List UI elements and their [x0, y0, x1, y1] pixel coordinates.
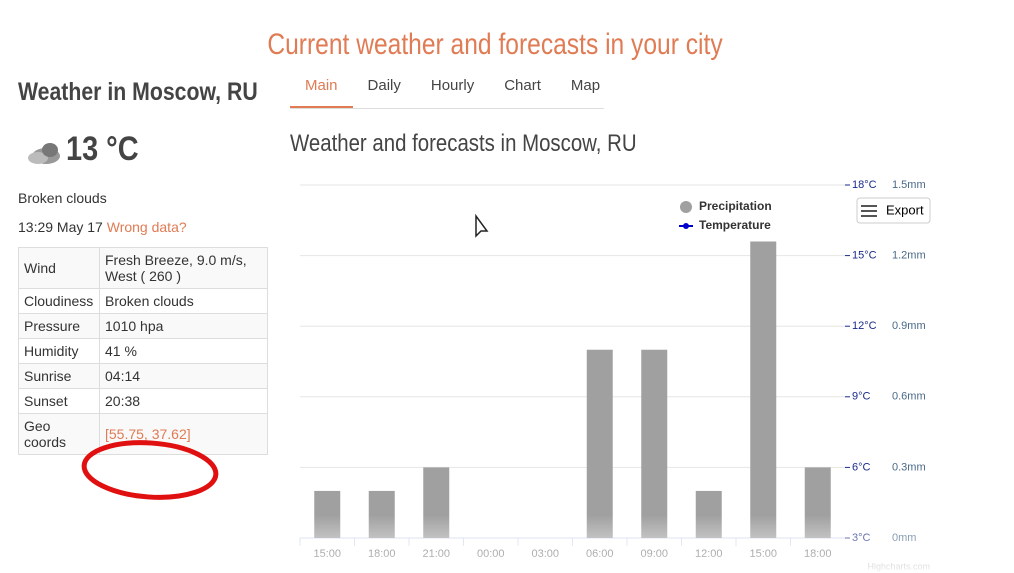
- tab[interactable]: Chart: [504, 77, 541, 94]
- x-tick-label: 09:00: [640, 548, 668, 560]
- credits: Highcharts.com: [867, 561, 930, 571]
- y2-tick-label: 6°C: [852, 461, 871, 473]
- wrong-data-link[interactable]: Wrong data?: [106, 219, 187, 235]
- tab[interactable]: Main: [290, 70, 353, 108]
- table-row: Sunrise 04:14: [18, 363, 268, 389]
- time: 13:29 May 17 Wrong data?: [18, 219, 187, 235]
- tab[interactable]: Map: [570, 77, 601, 94]
- legend-label[interactable]: Temperature: [699, 218, 771, 232]
- x-tick-label: 21:00: [422, 548, 450, 560]
- x-tick-label: 12:00: [695, 548, 723, 560]
- cursor: [475, 213, 489, 238]
- legend-label[interactable]: Precipitation: [699, 199, 772, 213]
- row-value: 20:38: [99, 388, 268, 414]
- row-value: 04:14: [99, 363, 268, 389]
- bar: [368, 490, 395, 538]
- legend-dot: [680, 201, 692, 213]
- export-label[interactable]: Export: [886, 202, 924, 217]
- red-circle: [81, 440, 219, 500]
- bar: [314, 490, 341, 538]
- x-tick-label: 15:00: [749, 548, 777, 560]
- x-tick-label: 03:00: [531, 548, 559, 560]
- row-value: 1010 hpa: [99, 313, 268, 339]
- table-row: Cloudiness Broken clouds: [18, 288, 268, 314]
- bar: [695, 490, 722, 538]
- city-title: Weather in Moscow, RU: [18, 78, 258, 106]
- y-tick-label: 0.6mm: [892, 391, 926, 403]
- row-value: Fresh Breeze, 9.0 m/s, West ( 260 ): [99, 247, 268, 289]
- tab[interactable]: Hourly: [430, 77, 475, 94]
- row-value: Broken clouds: [99, 288, 268, 314]
- x-tick-label: 00:00: [477, 548, 505, 560]
- y-tick-label: 0.9mm: [892, 320, 926, 332]
- y2-tick-label: 15°C: [852, 250, 877, 262]
- y2-tick-label: 9°C: [852, 391, 871, 403]
- section-title: Weather and forecasts in Moscow, RU: [290, 130, 637, 157]
- row-label: Sunset: [18, 388, 100, 414]
- y-tick-label: 1.5mm: [892, 179, 926, 191]
- row-value: 41 %: [99, 338, 268, 364]
- table-row: Pressure 1010 hpa: [18, 313, 268, 339]
- bar: [586, 349, 613, 538]
- row-label: Geo coords: [18, 413, 100, 455]
- row-label: Humidity: [18, 338, 100, 364]
- description: Broken clouds: [18, 190, 107, 206]
- x-tick-label: 18:00: [804, 548, 832, 560]
- y2-tick-label: 3°C: [852, 532, 871, 544]
- y2-tick-label: 18°C: [852, 179, 877, 191]
- row-label: Cloudiness: [18, 288, 100, 314]
- time-text: 13:29 May 17: [18, 219, 103, 235]
- cloud-icon: [28, 143, 60, 164]
- bar: [423, 467, 450, 538]
- bar: [750, 241, 777, 539]
- temperature: 13 °C: [66, 130, 139, 168]
- legend-dot: [683, 223, 689, 229]
- menu-icon: [861, 205, 877, 217]
- tabs: Main Daily Hourly Chart Map: [290, 70, 604, 109]
- tab[interactable]: Daily: [367, 77, 401, 94]
- bar: [641, 349, 668, 538]
- x-tick-label: 18:00: [368, 548, 396, 560]
- page-title: Current weather and forecasts in your ci…: [267, 28, 723, 61]
- y-tick-label: 0mm: [892, 532, 916, 544]
- x-tick-label: 06:00: [586, 548, 614, 560]
- row-label: Sunrise: [18, 363, 100, 389]
- row-label: Pressure: [18, 313, 100, 339]
- y2-tick-label: 12°C: [852, 320, 877, 332]
- table-row: Sunset 20:38: [18, 388, 268, 414]
- y-tick-label: 0.3mm: [892, 461, 926, 473]
- y-tick-label: 1.2mm: [892, 250, 926, 262]
- table-row: Humidity 41 %: [18, 338, 268, 364]
- bar: [804, 467, 831, 538]
- x-tick-label: 15:00: [313, 548, 341, 560]
